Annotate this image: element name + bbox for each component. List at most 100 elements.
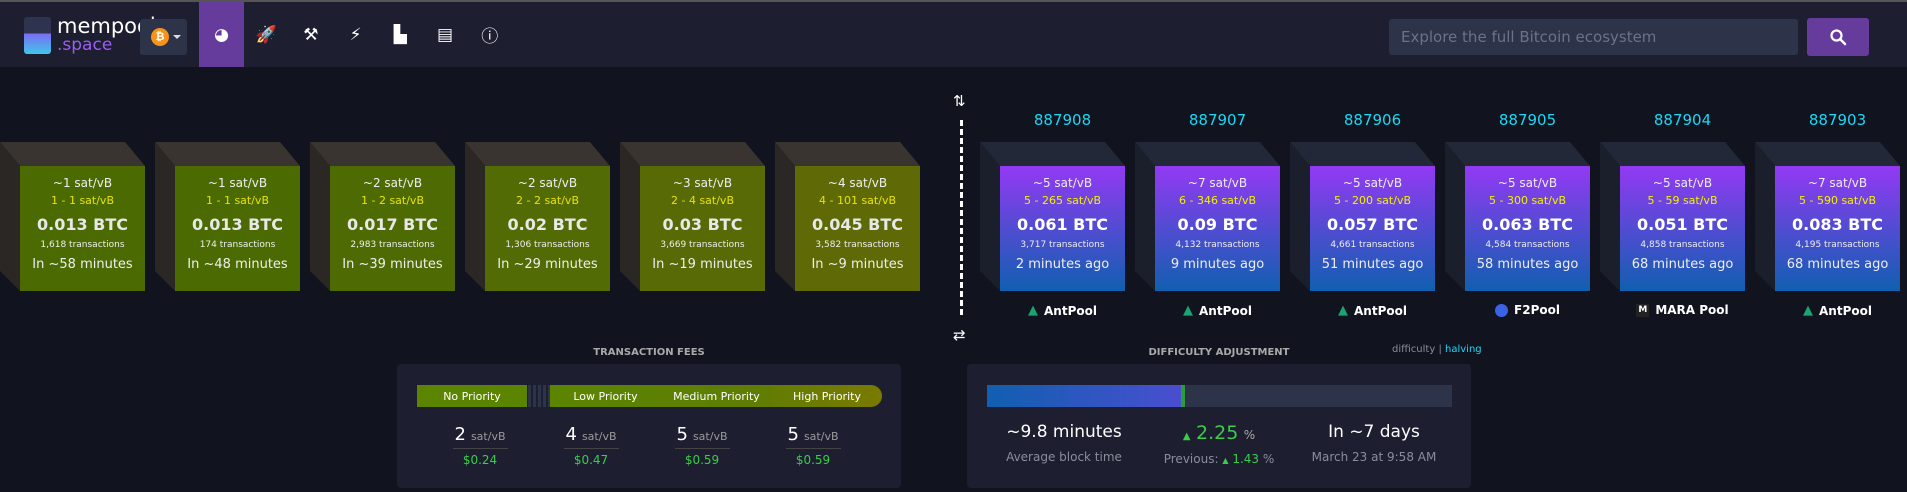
- nav-lightning[interactable]: ⚡: [333, 2, 378, 67]
- halving-toggle[interactable]: halving: [1445, 344, 1482, 355]
- swap-horizontal-icon[interactable]: ⇄: [953, 326, 966, 344]
- block-side-face: [1755, 142, 1775, 291]
- mining-pool[interactable]: M MARA Pool: [1620, 303, 1745, 317]
- nav-rocket[interactable]: 🚀: [244, 2, 289, 67]
- fee-range: 6 - 346 sat/vB: [1179, 194, 1256, 207]
- median-fee: ~7 sat/vB: [1187, 176, 1248, 190]
- tx-count: 3,582 transactions: [815, 240, 900, 250]
- eta: In ~58 minutes: [32, 257, 133, 272]
- dashboard-icon: ◕: [214, 24, 229, 45]
- high-priority-label: High Priority: [793, 389, 861, 403]
- block-side-face: [155, 142, 175, 291]
- fee-range: 5 - 590 sat/vB: [1799, 194, 1876, 207]
- fee-range: 5 - 59 sat/vB: [1647, 194, 1718, 207]
- block-face: ~7 sat/vB 6 - 346 sat/vB 0.09 BTC 4,132 …: [1155, 166, 1280, 291]
- swap-vertical-icon[interactable]: ⇅: [953, 92, 966, 110]
- nav-book[interactable]: ▤: [423, 2, 468, 67]
- block-height-link[interactable]: 887908: [1033, 111, 1092, 129]
- fee-range: 1 - 2 sat/vB: [360, 194, 424, 207]
- fee-usd: $0.47: [573, 453, 609, 467]
- info-icon: ⓘ: [481, 27, 499, 47]
- pool-name: AntPool: [1044, 303, 1097, 318]
- mining-pool[interactable]: ▲ AntPool: [1775, 303, 1900, 318]
- mined-block[interactable]: ~5 sat/vB 5 - 300 sat/vB 0.063 BTC 4,584…: [1445, 142, 1590, 291]
- median-fee: ~5 sat/vB: [1342, 176, 1403, 190]
- block-face: ~4 sat/vB 4 - 101 sat/vB 0.045 BTC 3,582…: [795, 166, 920, 291]
- total-fees: 0.013 BTC: [191, 215, 284, 234]
- total-fees: 0.057 BTC: [1326, 215, 1419, 234]
- logo-subtext[interactable]: .space: [57, 35, 113, 55]
- fee-range: 5 - 265 sat/vB: [1024, 194, 1101, 207]
- block-height-link[interactable]: 887906: [1343, 111, 1402, 129]
- chart-icon: ▙: [393, 24, 407, 45]
- block-side-face: [310, 142, 330, 291]
- mining-pool[interactable]: ▲ AntPool: [1310, 303, 1435, 318]
- block-side-face: [1135, 142, 1155, 291]
- network-selector[interactable]: ₿: [140, 19, 187, 55]
- block-height-link[interactable]: 887903: [1808, 111, 1867, 129]
- fee-range: 2 - 4 sat/vB: [670, 194, 734, 207]
- block-top-face: [1445, 142, 1590, 166]
- mempool-block[interactable]: ~1 sat/vB 1 - 1 sat/vB 0.013 BTC 1,618 t…: [0, 142, 145, 291]
- mined-block[interactable]: ~7 sat/vB 6 - 346 sat/vB 0.09 BTC 4,132 …: [1135, 142, 1280, 291]
- tx-count: 174 transactions: [199, 240, 276, 250]
- antpool-icon: ▲: [1183, 303, 1194, 318]
- block-height-link[interactable]: 887904: [1653, 111, 1712, 129]
- mining-pool[interactable]: ▲ AntPool: [1000, 303, 1125, 318]
- mined-block[interactable]: ~5 sat/vB 5 - 200 sat/vB 0.057 BTC 4,661…: [1290, 142, 1435, 291]
- fee-estimate: 4 sat/vB $0.47: [551, 424, 631, 467]
- nav-info[interactable]: ⓘ: [467, 2, 512, 67]
- difficulty-halving-toggle[interactable]: difficulty | halving: [1392, 344, 1482, 355]
- difficulty-change: ▲ 2.25 % Previous: ▲ 1.43 %: [1134, 422, 1304, 466]
- mempool-block[interactable]: ~2 sat/vB 2 - 2 sat/vB 0.02 BTC 1,306 tr…: [465, 142, 610, 291]
- block-top-face: [1290, 142, 1435, 166]
- total-fees: 0.045 BTC: [811, 215, 904, 234]
- block-age: 2 minutes ago: [1015, 257, 1110, 272]
- mined-block[interactable]: ~7 sat/vB 5 - 590 sat/vB 0.083 BTC 4,195…: [1755, 142, 1900, 291]
- mining-pool[interactable]: F2Pool: [1465, 303, 1590, 317]
- adjustment-eta: In ~7 days: [1328, 422, 1420, 442]
- difficulty-toggle[interactable]: difficulty: [1392, 344, 1436, 355]
- difficulty-progress-bar: [987, 385, 1452, 407]
- mined-block[interactable]: ~5 sat/vB 5 - 59 sat/vB 0.051 BTC 4,858 …: [1600, 142, 1745, 291]
- difficulty-title: DIFFICULTY ADJUSTMENT: [1148, 347, 1290, 358]
- nav-chart[interactable]: ▙: [378, 2, 423, 67]
- previous-label: Previous:: [1163, 452, 1219, 466]
- mempool-block[interactable]: ~2 sat/vB 1 - 2 sat/vB 0.017 BTC 2,983 t…: [310, 142, 455, 291]
- block-face: ~7 sat/vB 5 - 590 sat/vB 0.083 BTC 4,195…: [1775, 166, 1900, 291]
- block-face: ~1 sat/vB 1 - 1 sat/vB 0.013 BTC 1,618 t…: [20, 166, 145, 291]
- median-fee: ~5 sat/vB: [1497, 176, 1558, 190]
- pool-name: AntPool: [1199, 303, 1252, 318]
- no-priority-label: No Priority: [417, 385, 527, 407]
- tx-count: 4,661 transactions: [1330, 240, 1415, 250]
- mempool-logo-icon[interactable]: [24, 17, 51, 54]
- up-triangle-icon: ▲: [1182, 431, 1191, 442]
- logo-text[interactable]: mempool: [57, 14, 156, 38]
- mara-pool-icon: M: [1636, 303, 1650, 317]
- block-age: 68 minutes ago: [1786, 257, 1889, 272]
- block-face: ~5 sat/vB 5 - 200 sat/vB 0.057 BTC 4,661…: [1310, 166, 1435, 291]
- nav-hammer[interactable]: ⚒: [288, 2, 333, 67]
- tx-count: 4,195 transactions: [1795, 240, 1880, 250]
- fee-estimate: 5 sat/vB $0.59: [662, 424, 742, 467]
- block-side-face: [0, 142, 20, 291]
- block-top-face: [310, 142, 455, 166]
- fee-rate: 5: [676, 424, 688, 445]
- nav-dashboard[interactable]: ◕: [199, 2, 244, 67]
- block-side-face: [1600, 142, 1620, 291]
- mining-pool[interactable]: ▲ AntPool: [1155, 303, 1280, 318]
- block-height-link[interactable]: 887907: [1188, 111, 1247, 129]
- search-input[interactable]: [1389, 19, 1798, 55]
- block-face: ~1 sat/vB 1 - 1 sat/vB 0.013 BTC 174 tra…: [175, 166, 300, 291]
- mined-block[interactable]: ~5 sat/vB 5 - 265 sat/vB 0.061 BTC 3,717…: [980, 142, 1125, 291]
- fee-estimate: 2 sat/vB $0.24: [440, 424, 520, 467]
- fees-panel: No Priority Low Priority Medium Priority…: [397, 364, 901, 488]
- block-face: ~2 sat/vB 1 - 2 sat/vB 0.017 BTC 2,983 t…: [330, 166, 455, 291]
- block-height-link[interactable]: 887905: [1498, 111, 1557, 129]
- bitcoin-icon: ₿: [151, 28, 169, 46]
- fee-unit: sat/vB: [692, 430, 728, 443]
- mempool-block[interactable]: ~3 sat/vB 2 - 4 sat/vB 0.03 BTC 3,669 tr…: [620, 142, 765, 291]
- mempool-block[interactable]: ~1 sat/vB 1 - 1 sat/vB 0.013 BTC 174 tra…: [155, 142, 300, 291]
- search-button[interactable]: [1807, 18, 1869, 56]
- mempool-block[interactable]: ~4 sat/vB 4 - 101 sat/vB 0.045 BTC 3,582…: [775, 142, 920, 291]
